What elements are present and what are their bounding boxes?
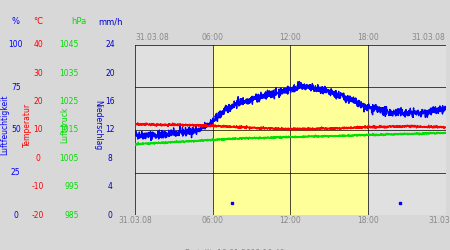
Text: 06:00: 06:00: [202, 32, 224, 42]
Text: 0: 0: [108, 210, 112, 220]
Text: 1045: 1045: [59, 40, 79, 50]
Text: 8: 8: [108, 154, 112, 163]
Text: 50: 50: [11, 126, 21, 134]
Text: 25: 25: [11, 168, 21, 177]
Text: 12:00: 12:00: [279, 32, 301, 42]
Text: Luftdruck: Luftdruck: [60, 107, 69, 143]
Text: 20: 20: [105, 69, 115, 78]
Text: 1015: 1015: [59, 126, 79, 134]
Text: 985: 985: [64, 210, 79, 220]
Text: 0: 0: [14, 210, 18, 220]
Bar: [212, 45, 368, 215]
Text: 18:00: 18:00: [357, 32, 379, 42]
Text: 1035: 1035: [59, 69, 79, 78]
Text: %: %: [12, 17, 20, 26]
Text: 30: 30: [33, 69, 43, 78]
Text: 4: 4: [108, 182, 112, 191]
Text: 0: 0: [36, 154, 40, 163]
Text: 995: 995: [64, 182, 79, 191]
Text: Erstellt: 19.01.2012 10:49: Erstellt: 19.01.2012 10:49: [184, 248, 284, 250]
Text: Temperatur: Temperatur: [22, 103, 32, 147]
Text: 1025: 1025: [59, 97, 79, 106]
Text: 10: 10: [33, 126, 43, 134]
Text: 16: 16: [105, 97, 115, 106]
Text: -10: -10: [32, 182, 45, 191]
Text: 40: 40: [33, 40, 43, 50]
Text: hPa: hPa: [71, 17, 86, 26]
Text: -20: -20: [32, 210, 45, 220]
Text: Luftfeuchtigkeit: Luftfeuchtigkeit: [0, 95, 9, 155]
Text: 24: 24: [105, 40, 115, 50]
Text: 12: 12: [105, 126, 115, 134]
Text: Niederschlag: Niederschlag: [94, 100, 103, 150]
Text: 20: 20: [33, 97, 43, 106]
Text: 31.03.08: 31.03.08: [135, 32, 169, 42]
Text: 31.03.08: 31.03.08: [412, 32, 446, 42]
Text: 100: 100: [9, 40, 23, 50]
Text: °C: °C: [33, 17, 43, 26]
Text: 75: 75: [11, 83, 21, 92]
Text: 1005: 1005: [59, 154, 79, 163]
Text: mm/h: mm/h: [98, 17, 122, 26]
